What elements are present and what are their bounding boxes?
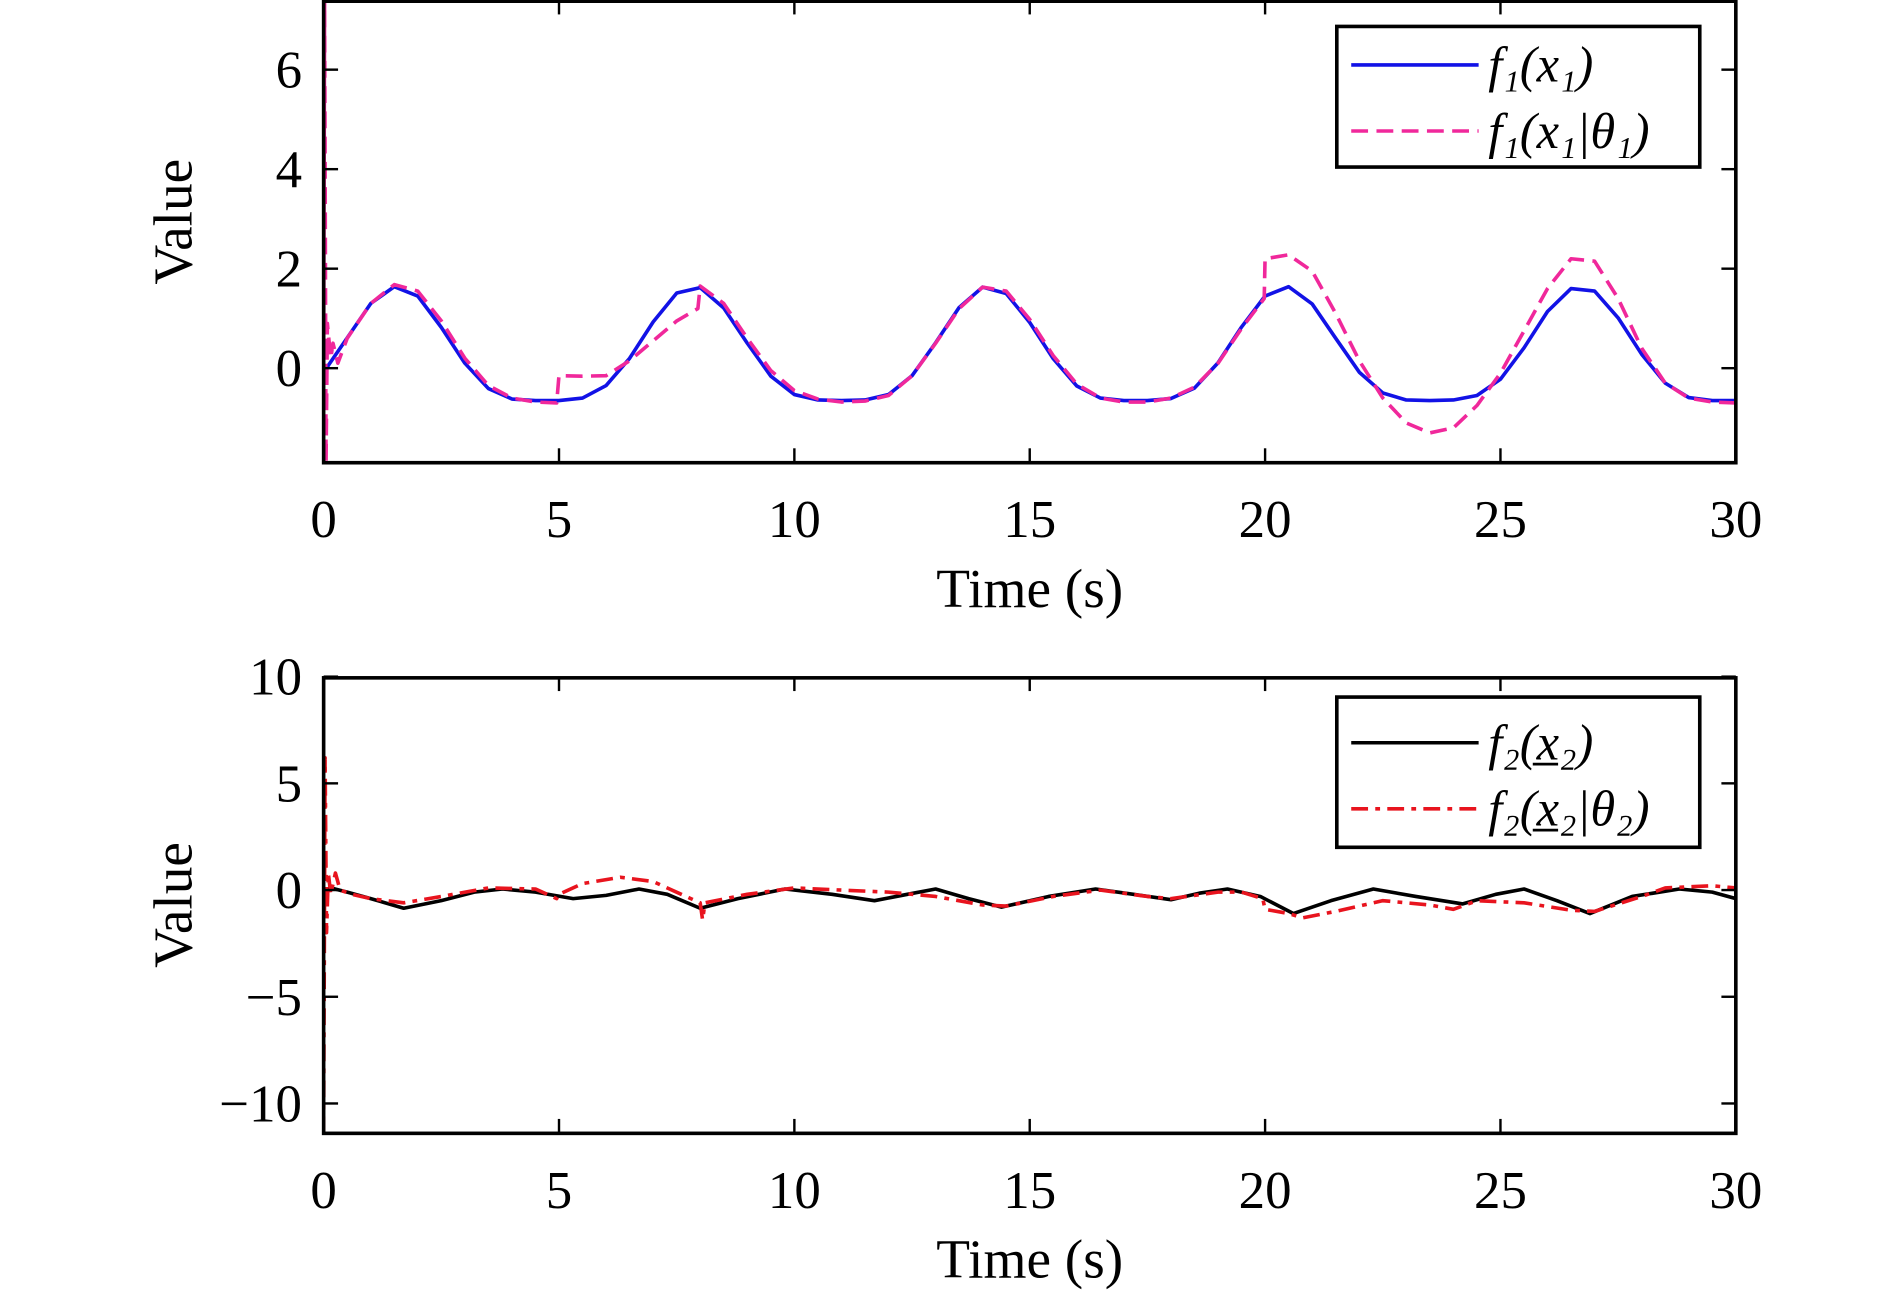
legend: f₂(x̲₂) f₂(x̲₂|θ₂) [1335, 695, 1702, 850]
x-tick-label: 5 [546, 1162, 572, 1220]
y-tick-label: 5 [276, 755, 302, 813]
series-line-2 [323, 0, 1736, 463]
y-tick-label: 10 [249, 649, 302, 707]
x-tick-label: 20 [1239, 1162, 1292, 1220]
x-tick-label: 15 [1003, 1162, 1056, 1220]
x-tick-label: 30 [1709, 491, 1762, 549]
series-group [323, 0, 1736, 463]
series-line-2 [323, 755, 1736, 1134]
series-group [323, 755, 1736, 1134]
y-tick-label: −5 [246, 969, 302, 1027]
x-tick-label: 30 [1709, 1162, 1762, 1220]
legend-label-1: f₁(x₁) [1488, 37, 1593, 93]
y-tick-label: 0 [276, 340, 302, 398]
y-axis-label: Value [142, 842, 203, 968]
y-tick-label: 6 [276, 42, 302, 100]
x-tick-label: 0 [310, 1162, 336, 1220]
legend-label-1: f₂(x̲₂) [1488, 715, 1593, 771]
x-tick-label: 20 [1239, 491, 1292, 549]
x-axis-label: Time (s) [936, 558, 1123, 619]
y-tick-label: 2 [276, 241, 302, 299]
x-tick-label: 15 [1003, 491, 1056, 549]
x-axis-label: Time (s) [936, 1229, 1123, 1290]
x-tick-label: 0 [310, 491, 336, 549]
legend-label-2: f₂(x̲₂|θ₂) [1488, 781, 1649, 837]
y-tick-label: 4 [276, 141, 302, 199]
legend-box [1335, 695, 1702, 850]
y-axis-label: Value [142, 159, 203, 285]
legend-box [1335, 24, 1702, 169]
x-tick-label: 10 [768, 491, 821, 549]
legend: f₁(x₁) f₁(x₁|θ₁) [1335, 24, 1702, 169]
x-tick-label: 10 [768, 1162, 821, 1220]
bottom-chart: 0 5 10 15 20 25 30 −10 −5 0 5 10 Time (s) Value f₂(x̲₂… [142, 649, 1762, 1290]
legend-label-2: f₁(x₁|θ₁) [1488, 103, 1649, 159]
x-tick-label: 5 [546, 491, 572, 549]
x-tick-label: 25 [1474, 1162, 1527, 1220]
y-tick-label: 0 [276, 862, 302, 920]
y-tick-label: −10 [219, 1075, 302, 1133]
x-tick-label: 25 [1474, 491, 1527, 549]
series-line-1 [323, 284, 1736, 403]
